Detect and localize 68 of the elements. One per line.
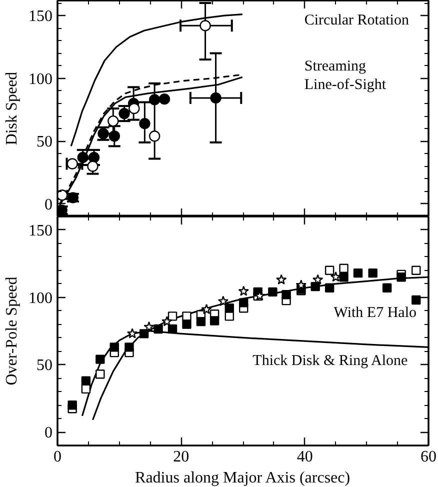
point [110, 342, 119, 352]
point [238, 286, 249, 296]
point [154, 324, 163, 334]
point [148, 130, 160, 142]
point [412, 295, 421, 305]
point [162, 316, 172, 326]
point [108, 130, 120, 142]
point [96, 354, 105, 364]
point [158, 93, 170, 105]
y-tick-label: 100 [28, 70, 52, 88]
x-axis-title: Radius along Major Axis (arcsec) [135, 470, 350, 486]
legend-label: Circular Rotation [304, 12, 410, 28]
y-tick-label: 0 [44, 196, 52, 214]
legend-label: With E7 Halo [334, 305, 417, 322]
point [396, 272, 406, 282]
point [312, 274, 324, 284]
point [210, 316, 220, 326]
x-tick-label: 20 [173, 448, 190, 466]
point [168, 312, 178, 321]
point [239, 298, 248, 308]
point [118, 108, 130, 120]
x-tick-label: 60 [420, 448, 436, 466]
point [339, 272, 348, 282]
point [382, 283, 392, 292]
point [81, 376, 91, 386]
point [144, 321, 154, 332]
point [96, 370, 105, 379]
point [353, 268, 363, 278]
point [196, 316, 206, 326]
y-tick-label: 150 [28, 8, 52, 26]
point [182, 320, 192, 329]
point [66, 158, 78, 170]
y-tick-label: 0 [44, 424, 52, 442]
y-tick-label: 150 [28, 222, 52, 240]
point [324, 266, 334, 275]
point [139, 118, 150, 130]
point [339, 264, 348, 273]
legend-label: Line-of-Sight [304, 77, 387, 94]
point [324, 283, 334, 292]
y-axis-title: Over-Pole Speed [4, 276, 20, 386]
point [168, 324, 178, 334]
point [148, 94, 160, 106]
point [139, 329, 149, 338]
point [128, 102, 140, 114]
y-tick-label: 50 [36, 134, 52, 151]
point [282, 290, 291, 300]
point [218, 296, 229, 306]
point [276, 274, 287, 284]
point [126, 328, 138, 338]
point [224, 304, 234, 313]
x-tick-label: 40 [296, 448, 313, 466]
point [201, 304, 212, 314]
y-tick-label: 100 [28, 290, 52, 307]
text: Streaming [304, 58, 367, 75]
point [224, 312, 234, 321]
point [182, 312, 192, 321]
point [200, 20, 211, 32]
point [310, 282, 320, 292]
point [412, 266, 421, 275]
legend-label: Thick Disk & Ring Alone [252, 353, 408, 370]
y-axis-title: Disk Speed [4, 72, 20, 146]
point [88, 152, 100, 164]
point [268, 287, 278, 297]
point [68, 400, 77, 410]
point [124, 342, 134, 352]
point [210, 92, 222, 104]
point [368, 268, 378, 278]
y-tick-label: 50 [36, 357, 52, 374]
